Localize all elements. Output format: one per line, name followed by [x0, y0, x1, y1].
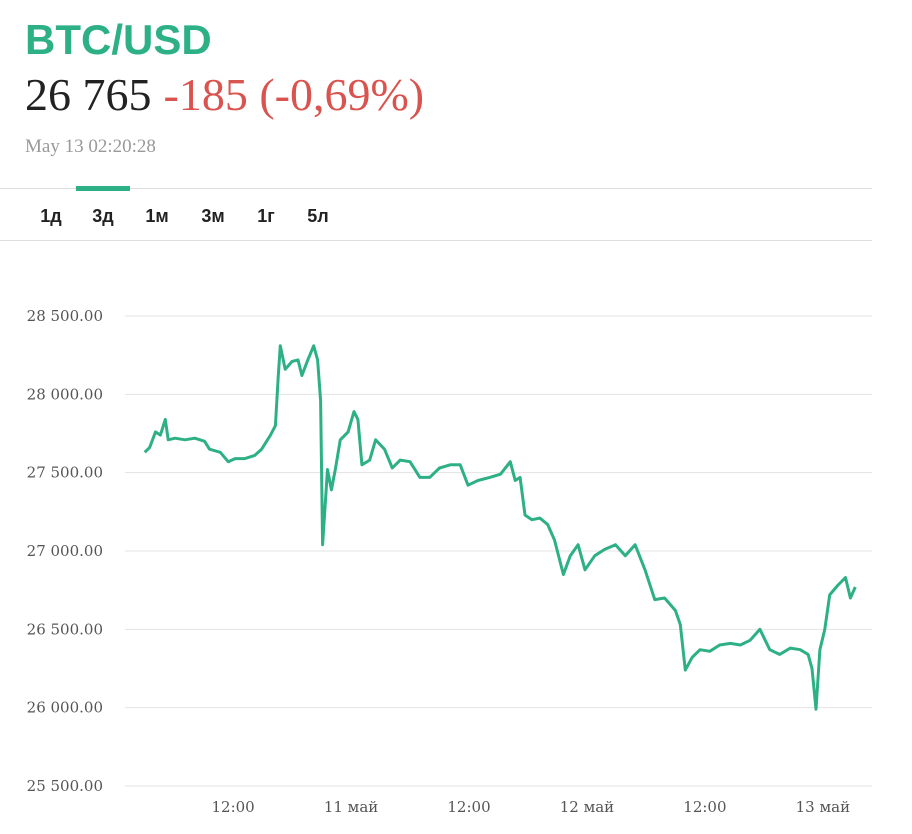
tab[interactable]: 1м [145, 206, 168, 226]
y-tick-label: 28 000.00 [27, 385, 103, 403]
chart: 25 500.00 26 000.00 26 500.00 27 000.00 27 5… [27, 307, 872, 816]
tab[interactable]: 5л [307, 206, 328, 226]
y-tick-label: 27 000.00 [27, 542, 103, 560]
price-line: 26 765 -185 (-0,69%) [25, 69, 424, 120]
y-tick-label: 26 500.00 [27, 620, 103, 638]
x-tick-label: 13 май [796, 798, 850, 816]
y-tick-label: 26 000.00 [27, 699, 103, 717]
title: BTC/USD [25, 16, 212, 63]
x-tick-label: 11 май [324, 798, 378, 816]
x-tick-label: 12:00 [447, 798, 490, 816]
tab[interactable]: 3м [201, 206, 224, 226]
y-tick-label: 25 500.00 [27, 777, 103, 795]
x-tick-label: 12:00 [683, 798, 726, 816]
active-tab-indicator [76, 186, 130, 191]
price-change: -185 (-0,69%) [164, 69, 425, 120]
tab[interactable]: 1г [257, 206, 275, 226]
tab[interactable]: 1д [40, 206, 62, 226]
y-tick-label: 28 500.00 [27, 307, 103, 325]
tab[interactable]: 3д [92, 206, 114, 226]
price: 26 765 [25, 69, 152, 120]
y-tick-label: 27 500.00 [27, 464, 103, 482]
tab-bar: 1д 3д 1м 3м 1г 5л [40, 186, 329, 226]
x-tick-label: 12 май [560, 798, 614, 816]
timestamp: May 13 02:20:28 [25, 136, 156, 157]
price-line [143, 344, 857, 711]
x-tick-label: 12:00 [212, 798, 255, 816]
